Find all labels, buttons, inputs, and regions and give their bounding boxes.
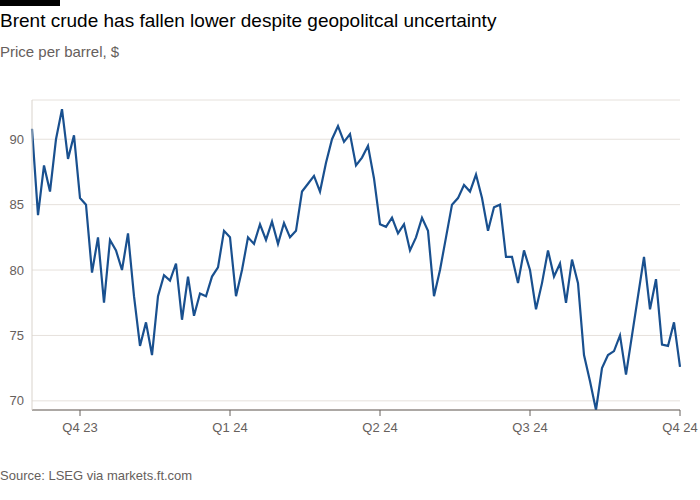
html-text:Price per barrel, $: Price per barrel, $ [0,43,120,60]
svg-text:75: 75 [10,328,24,343]
svg-text:Q1 24: Q1 24 [212,420,247,435]
svg-text:Q4 24: Q4 24 [662,420,692,435]
svg-text:85: 85 [10,197,24,212]
svg-text:Q3 24: Q3 24 [512,420,547,435]
html-text:Source: LSEG via markets.ft.co: Source: LSEG via markets.ft.com [0,468,193,483]
html-text:Brent crude has fallen lower d: Brent crude has fallen lower despite geo… [0,10,497,31]
svg-text:80: 80 [10,263,24,278]
svg-text:Q2 24: Q2 24 [362,420,397,435]
svg-text:90: 90 [10,132,24,147]
svg-text:70: 70 [10,393,24,408]
svg-text:Q4 23: Q4 23 [62,420,97,435]
